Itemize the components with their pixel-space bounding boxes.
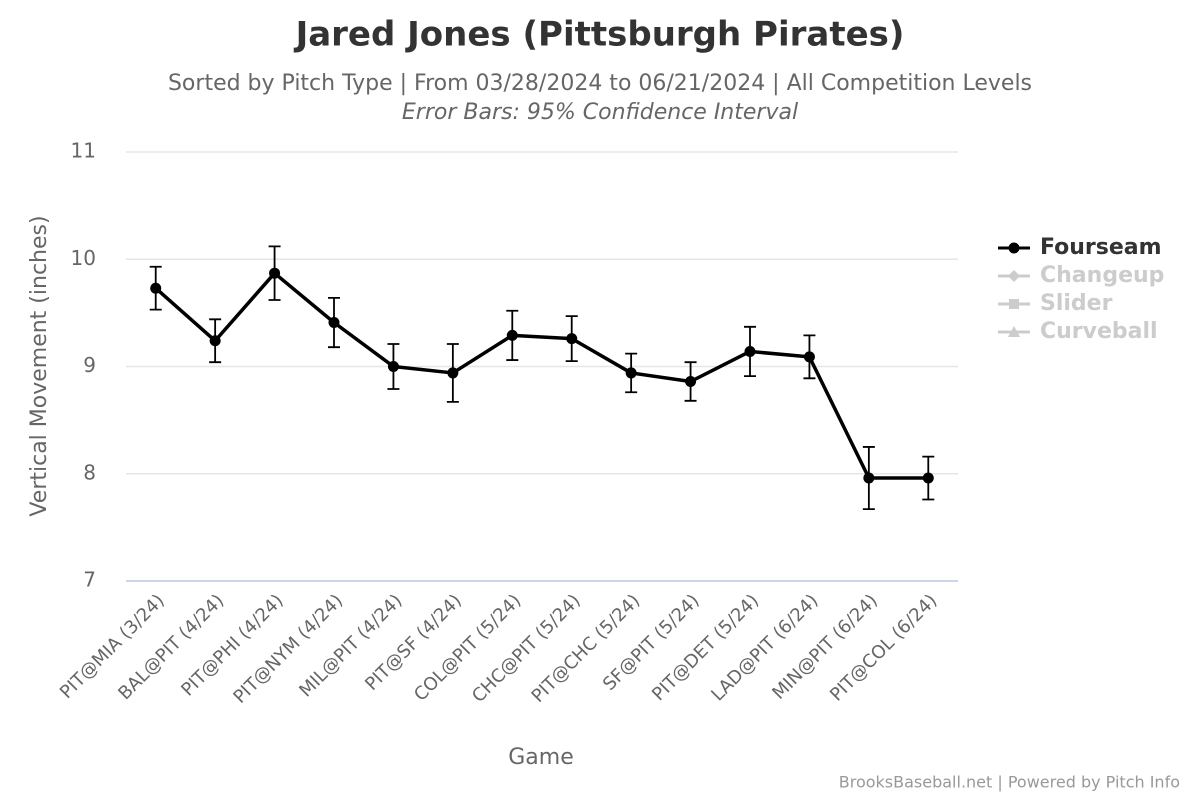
data-point: [447, 367, 459, 379]
legend-label: Changeup: [1040, 263, 1164, 288]
x-tick-label: PIT@MIA (3/24): [56, 590, 169, 703]
y-tick-label: 9: [83, 353, 96, 377]
x-tick-label: PIT@CHC (5/24): [528, 590, 645, 707]
x-tick-label: PIT@NYM (4/24): [229, 590, 347, 708]
y-tick-label: 8: [83, 460, 96, 484]
y-tick-label: 10: [71, 246, 96, 270]
x-tick-label: PIT@COL (6/24): [826, 590, 941, 705]
y-axis-label: Vertical Movement (inches): [27, 215, 52, 516]
x-tick-label: PIT@DET (5/24): [648, 590, 763, 705]
chart-subtitle: Sorted by Pitch Type | From 03/28/2024 t…: [168, 71, 1032, 96]
legend-label: Fourseam: [1040, 235, 1162, 260]
legend-marker: [1009, 299, 1019, 309]
legend-marker: [1008, 242, 1020, 254]
data-point: [506, 329, 518, 341]
legend-label: Curveball: [1040, 319, 1158, 344]
data-point: [387, 361, 399, 372]
y-tick-label: 11: [71, 139, 96, 163]
x-tick-label: LAD@PIT (6/24): [707, 590, 822, 705]
x-axis-label: Game: [508, 745, 574, 770]
data-point: [803, 351, 815, 363]
legend-marker: [1008, 270, 1020, 282]
data-point: [328, 317, 340, 329]
legend-marker: [1008, 326, 1020, 337]
data-point: [209, 335, 221, 347]
x-tick-label: CHC@PIT (5/24): [468, 590, 585, 707]
x-tick-label: MIN@PIT (6/24): [768, 590, 882, 704]
data-point: [922, 472, 934, 484]
data-point: [625, 367, 637, 379]
data-point: [863, 472, 875, 484]
data-point: [685, 376, 697, 388]
chart-title: Jared Jones (Pittsburgh Pirates): [294, 15, 905, 55]
legend-label: Slider: [1040, 291, 1113, 316]
data-point: [744, 345, 756, 357]
data-point: [150, 282, 162, 294]
x-tick-label: MIL@PIT (4/24): [295, 590, 406, 701]
x-tick-label: PIT@PHI (4/24): [177, 590, 287, 700]
x-tick-label: COL@PIT (5/24): [410, 590, 525, 705]
series-line: [154, 271, 929, 480]
y-tick-label: 7: [83, 568, 96, 592]
credit: BrooksBaseball.net | Powered by Pitch In…: [839, 773, 1180, 792]
chart-note: Error Bars: 95% Confidence Interval: [402, 100, 798, 125]
data-point: [269, 267, 281, 279]
x-tick-label: BAL@PIT (4/24): [114, 590, 228, 704]
data-point: [566, 333, 578, 345]
